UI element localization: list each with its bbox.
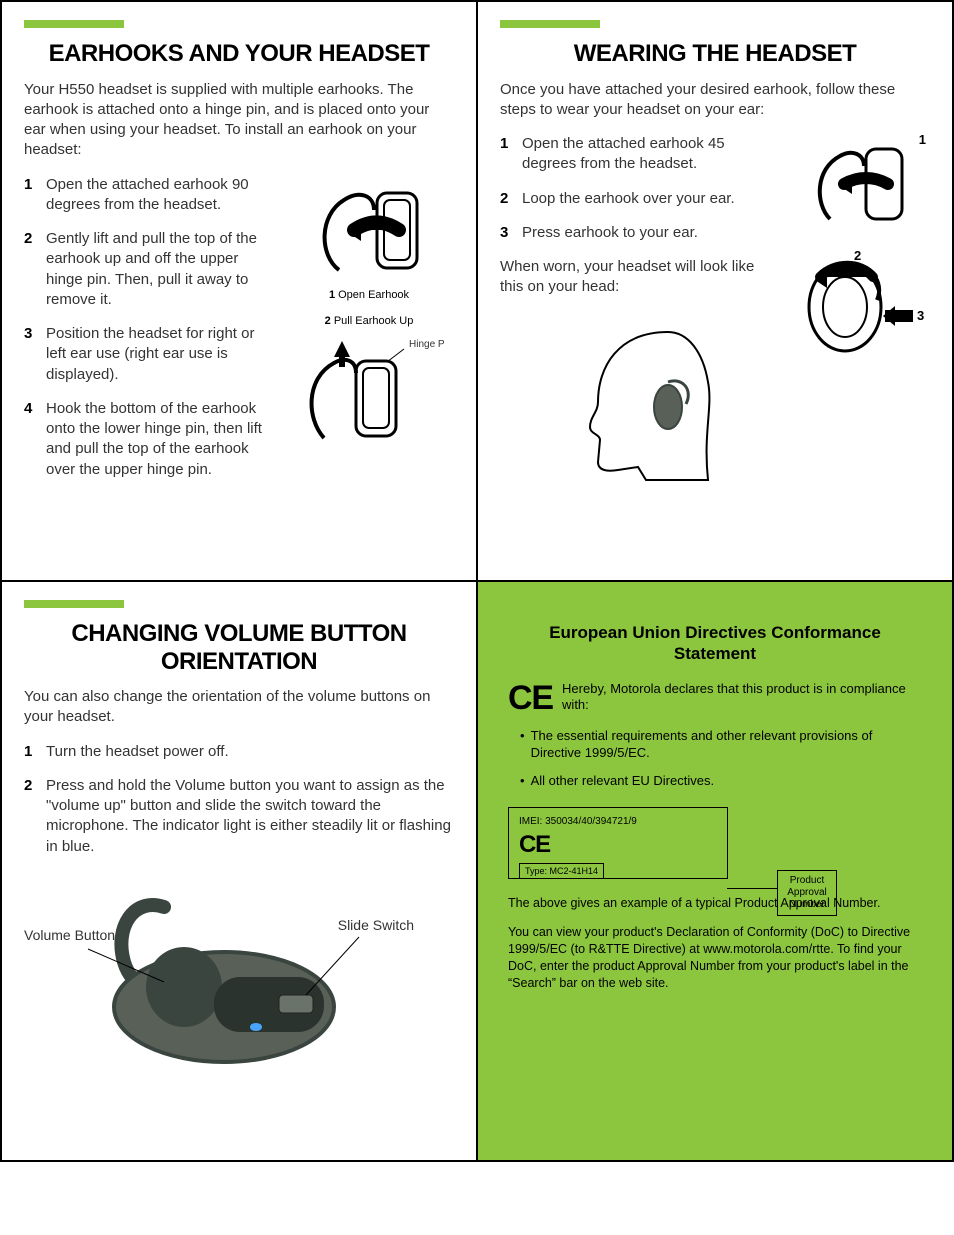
panel-title: WEARING THE HEADSET bbox=[500, 40, 930, 68]
wearing-step2-icon: 3 bbox=[795, 252, 925, 362]
panel-title: EARHOOKS AND YOUR HEADSET bbox=[24, 40, 454, 68]
accent-bar bbox=[500, 20, 600, 28]
caption-1: 1 Open Earhook bbox=[284, 289, 454, 301]
steps-list: 1Open the attached earhook 90 degrees fr… bbox=[24, 175, 270, 480]
type-number: Type: MC2-41H14 bbox=[519, 863, 604, 879]
steps-list: 1Open the attached earhook 45 degrees fr… bbox=[500, 134, 776, 243]
page-grid: EARHOOKS AND YOUR HEADSET Your H550 head… bbox=[0, 0, 954, 1162]
fig-num-2: 2 bbox=[854, 248, 861, 263]
head-silhouette-icon bbox=[528, 312, 748, 482]
earhook-open-icon bbox=[299, 175, 439, 285]
steps-list: 1Turn the headset power off. 2Press and … bbox=[24, 742, 454, 857]
figure-column: 1 Open Earhook 2 Pull Earhook Up Hinge P… bbox=[284, 175, 454, 494]
figure-column: 1 2 bbox=[790, 134, 930, 482]
headset-photo-icon bbox=[24, 877, 444, 1107]
imei-text: IMEI: 350034/40/394721/9 bbox=[519, 816, 717, 827]
approval-number-label: Product Approval Number bbox=[777, 870, 837, 916]
accent-bar bbox=[24, 600, 124, 608]
fig-num-1: 1 bbox=[919, 132, 926, 147]
approval-note: The above gives an example of a typical … bbox=[508, 895, 922, 912]
ce-mark-icon: C E bbox=[508, 681, 550, 715]
panel-intro: You can also change the orientation of t… bbox=[24, 687, 454, 728]
panel-title: CHANGING VOLUME BUTTON ORIENTATION bbox=[24, 620, 454, 675]
panel-intro: Once you have attached your desired earh… bbox=[500, 80, 930, 121]
caption-2: 2 Pull Earhook Up bbox=[284, 315, 454, 327]
panel-earhooks: EARHOOKS AND YOUR HEADSET Your H550 head… bbox=[1, 1, 477, 581]
hinge-pin-label: Hinge Pin bbox=[409, 339, 444, 350]
product-label-box: IMEI: 350034/40/394721/9 C E Type: MC2-4… bbox=[508, 807, 728, 879]
bullet-list: The essential requirements and other rel… bbox=[520, 727, 922, 790]
fig-num-3: 3 bbox=[917, 308, 924, 323]
ce-mark-small-icon: C E bbox=[519, 831, 717, 859]
panel-title: European Union Directives Conformance St… bbox=[508, 622, 922, 665]
panel-eu-conformance: European Union Directives Conformance St… bbox=[477, 581, 953, 1161]
panel-intro: Your H550 headset is supplied with multi… bbox=[24, 80, 454, 161]
doc-instructions: You can view your product's Declaration … bbox=[508, 924, 922, 992]
earhook-pull-icon: Hinge Pin bbox=[294, 333, 444, 453]
volume-figure: Volume Buttons Slide Switch bbox=[24, 877, 454, 1117]
ce-declaration-text: Hereby, Motorola declares that this prod… bbox=[562, 681, 922, 715]
panel-volume: CHANGING VOLUME BUTTON ORIENTATION You c… bbox=[1, 581, 477, 1161]
panel-wearing: WEARING THE HEADSET Once you have attach… bbox=[477, 1, 953, 581]
wearing-step1-icon bbox=[800, 134, 920, 234]
wearing-note: When worn, your headset will look like t… bbox=[500, 257, 776, 298]
leader-line bbox=[727, 888, 777, 889]
accent-bar bbox=[24, 20, 124, 28]
